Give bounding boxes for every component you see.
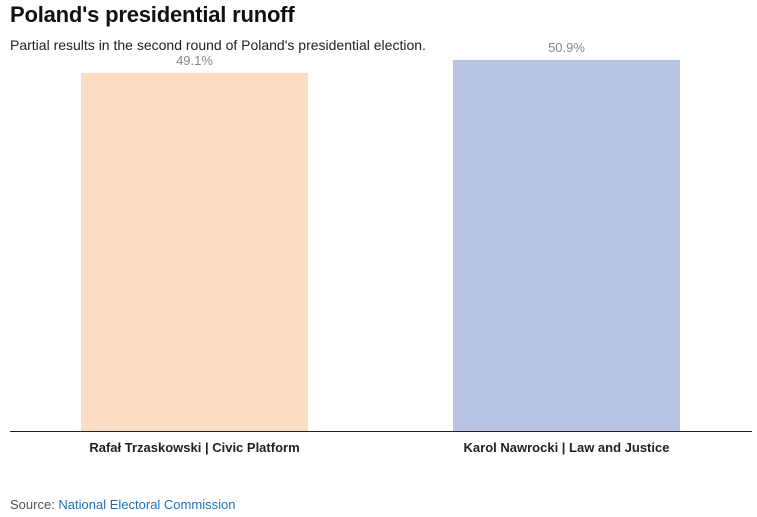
source-link[interactable]: National Electoral Commission — [58, 497, 236, 512]
bar-value-label-2: 50.9% — [548, 40, 585, 55]
chart-title: Poland's presidential runoff — [10, 2, 295, 27]
bar-2 — [453, 59, 680, 431]
category-label-1: Rafał Trzaskowski | Civic Platform — [89, 440, 299, 455]
bar-value-label-1: 49.1% — [176, 53, 213, 68]
chart-subtitle: Partial results in the second round of P… — [10, 37, 426, 53]
bar-1 — [81, 73, 308, 432]
category-label-2: Karol Nawrocki | Law and Justice — [464, 440, 670, 455]
source-prefix: Source: — [10, 497, 59, 512]
source-note: Source: National Electoral Commission — [10, 497, 235, 512]
